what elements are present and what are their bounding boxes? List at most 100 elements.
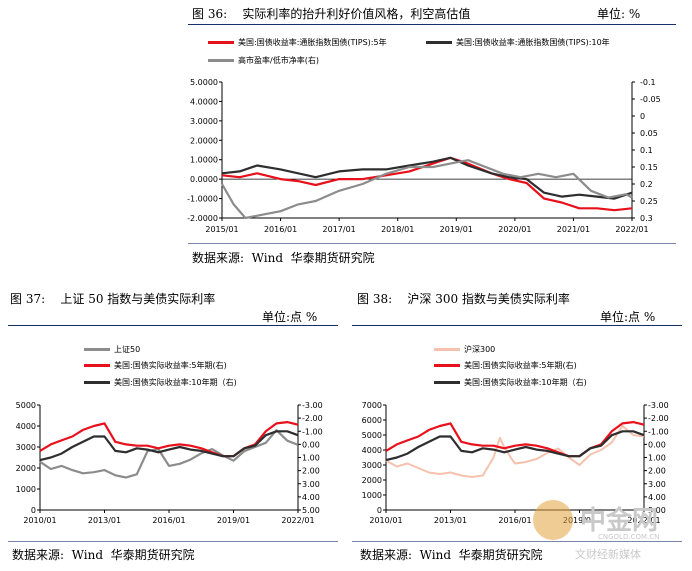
legend-swatch [434,381,460,384]
fig38-bottom-rule [352,541,682,542]
fig38-title: 图 38: 沪深 300 指数与美债实际利率 [357,292,570,306]
fig38-source: 数据来源: Wind 华泰期货研究院 [360,548,543,562]
y2-tick-label: 5.00 [302,506,320,515]
x-tick-label: 2016/01 [498,516,531,525]
fig36-bottom-rule [188,243,676,244]
x-tick-label: 2013/01 [88,516,121,525]
legend-label: 高市盈率/低市净率(右) [238,56,319,65]
y-tick-label: 5.0000 [190,78,218,87]
fig37-bottom-rule [8,541,338,542]
watermark-url: CNGOLD.COM.CN [598,533,660,541]
series-line-1 [39,421,299,458]
legend-swatch [84,381,110,384]
y2-tick-label: 1.00 [648,454,666,463]
y-tick-label: 7000 [362,401,382,410]
y-tick-label: -2.0000 [187,214,218,223]
y-tick-label: 2000 [362,476,382,485]
fig38-unit: 单位:点 % [600,310,656,324]
fig37-source: 数据来源: Wind 华泰期货研究院 [12,548,195,562]
y2-tick-label: 4.00 [648,493,666,502]
fig38-legend-real5: 美国:国债实际收益率:5年期(右) [434,360,577,371]
y-tick-label: 0 [377,506,382,515]
fig37-unit: 单位:点 % [262,310,318,324]
legend-swatch [208,59,234,62]
y2-tick-label: 0.3 [640,214,653,223]
y2-tick-label: -1.00 [648,427,669,436]
y2-tick-label: 4.00 [302,493,320,502]
legend-label: 美国:国债收益率:通胀指数国债(TIPS):10年 [456,38,610,47]
x-tick-label: 2018/01 [381,225,414,234]
y2-tick-label: -3.00 [302,401,323,410]
legend-swatch [84,348,110,351]
y-tick-label: 3000 [16,443,36,452]
y2-tick-label: -2.00 [302,414,323,423]
series-line-0 [221,156,633,212]
series-line-2 [221,159,633,220]
fig36-top-rule [188,24,676,25]
y-tick-label: 1.0000 [190,156,218,165]
watermark-subtext: 文财经新媒体 [575,548,641,561]
y2-tick-label: 0.00 [648,440,666,449]
x-tick-label: 2022/01 [615,225,648,234]
fig38-top-rule [352,325,682,326]
y-tick-label: 1000 [362,491,382,500]
series-line-1 [221,156,633,200]
y-tick-label: 3000 [362,461,382,470]
fig37-title: 图 37: 上证 50 指数与美债实际利率 [10,292,216,306]
fig36-unit: 单位: % [597,7,641,21]
fig38-chart: 7000 6000 5000 4000 3000 2000 1000 0 -3.00 -2.00 -… [362,401,669,525]
x-tick-label: 2022/01 [627,516,660,525]
legend-swatch [84,364,110,367]
legend-swatch [426,41,452,44]
y2-tick-label: -3.00 [648,401,669,410]
fig38-legend-real10: 美国:国债实际收益率:10年期（右) [434,377,587,388]
x-tick-label: 2015/01 [205,225,238,234]
fig37-legend-sz50: 上证50 [84,344,140,355]
fig36-title: 图 36: 实际利率的抬升利好价值风格，利空高估值 [192,7,471,21]
legend-swatch [434,364,460,367]
fig36-legend-tips10: 美国:国债收益率:通胀指数国债(TIPS):10年 [426,37,610,48]
legend-label: 美国:国债实际收益率:5年期(右) [464,361,577,370]
x-tick-label: 2010/01 [369,516,402,525]
y2-tick-label: 2.00 [648,467,666,476]
series-line-0 [385,425,645,478]
y2-tick-label: -1.00 [302,427,323,436]
x-tick-label: 2019/01 [217,516,250,525]
y2-tick-label: 2.00 [302,467,320,476]
y-tick-label: 4.0000 [190,97,218,106]
y2-tick-label: 3.00 [648,480,666,489]
x-tick-label: 2019/01 [440,225,473,234]
y-tick-label: 0 [31,506,36,515]
legend-label: 美国:国债收益率:通胀指数国债(TIPS):5年 [238,38,387,47]
series-line-0 [39,429,299,479]
legend-label: 美国:国债实际收益率:5年期(右) [114,361,227,370]
y2-tick-label: -0.1 [640,78,656,87]
legend-label: 沪深300 [464,345,496,354]
fig36-legend-pe-pb: 高市盈率/低市净率(右) [208,55,319,66]
legend-swatch [208,41,234,44]
series-line-2 [385,430,645,462]
y2-tick-label: 0.15 [640,163,658,172]
y-tick-label: 1000 [16,485,36,494]
x-tick-label: 2019/01 [563,516,596,525]
y2-tick-label: 0.25 [640,197,658,206]
fig36-source: 数据来源: Wind 华泰期货研究院 [192,251,375,265]
y-tick-label: -1.0000 [187,195,218,204]
x-tick-label: 2016/01 [264,225,297,234]
series-line-1 [385,421,645,458]
y-tick-label: 3.0000 [190,117,218,126]
x-tick-label: 2022/01 [281,516,314,525]
y2-tick-label: 0 [640,112,645,121]
y-tick-label: 5000 [362,431,382,440]
fig36-legend-tips5: 美国:国债收益率:通胀指数国债(TIPS):5年 [208,37,387,48]
y2-tick-label: 0.05 [640,129,658,138]
watermark-logo [533,500,573,540]
watermark-text: 中金网 [580,506,659,536]
x-tick-label: 2016/01 [152,516,185,525]
fig37-top-rule [8,325,338,326]
y2-tick-label: -0.05 [640,95,661,104]
y2-tick-label: 0.1 [640,146,653,155]
series-line-2 [39,430,299,462]
x-tick-label: 2017/01 [323,225,356,234]
fig38-legend-hs300: 沪深300 [434,344,495,355]
